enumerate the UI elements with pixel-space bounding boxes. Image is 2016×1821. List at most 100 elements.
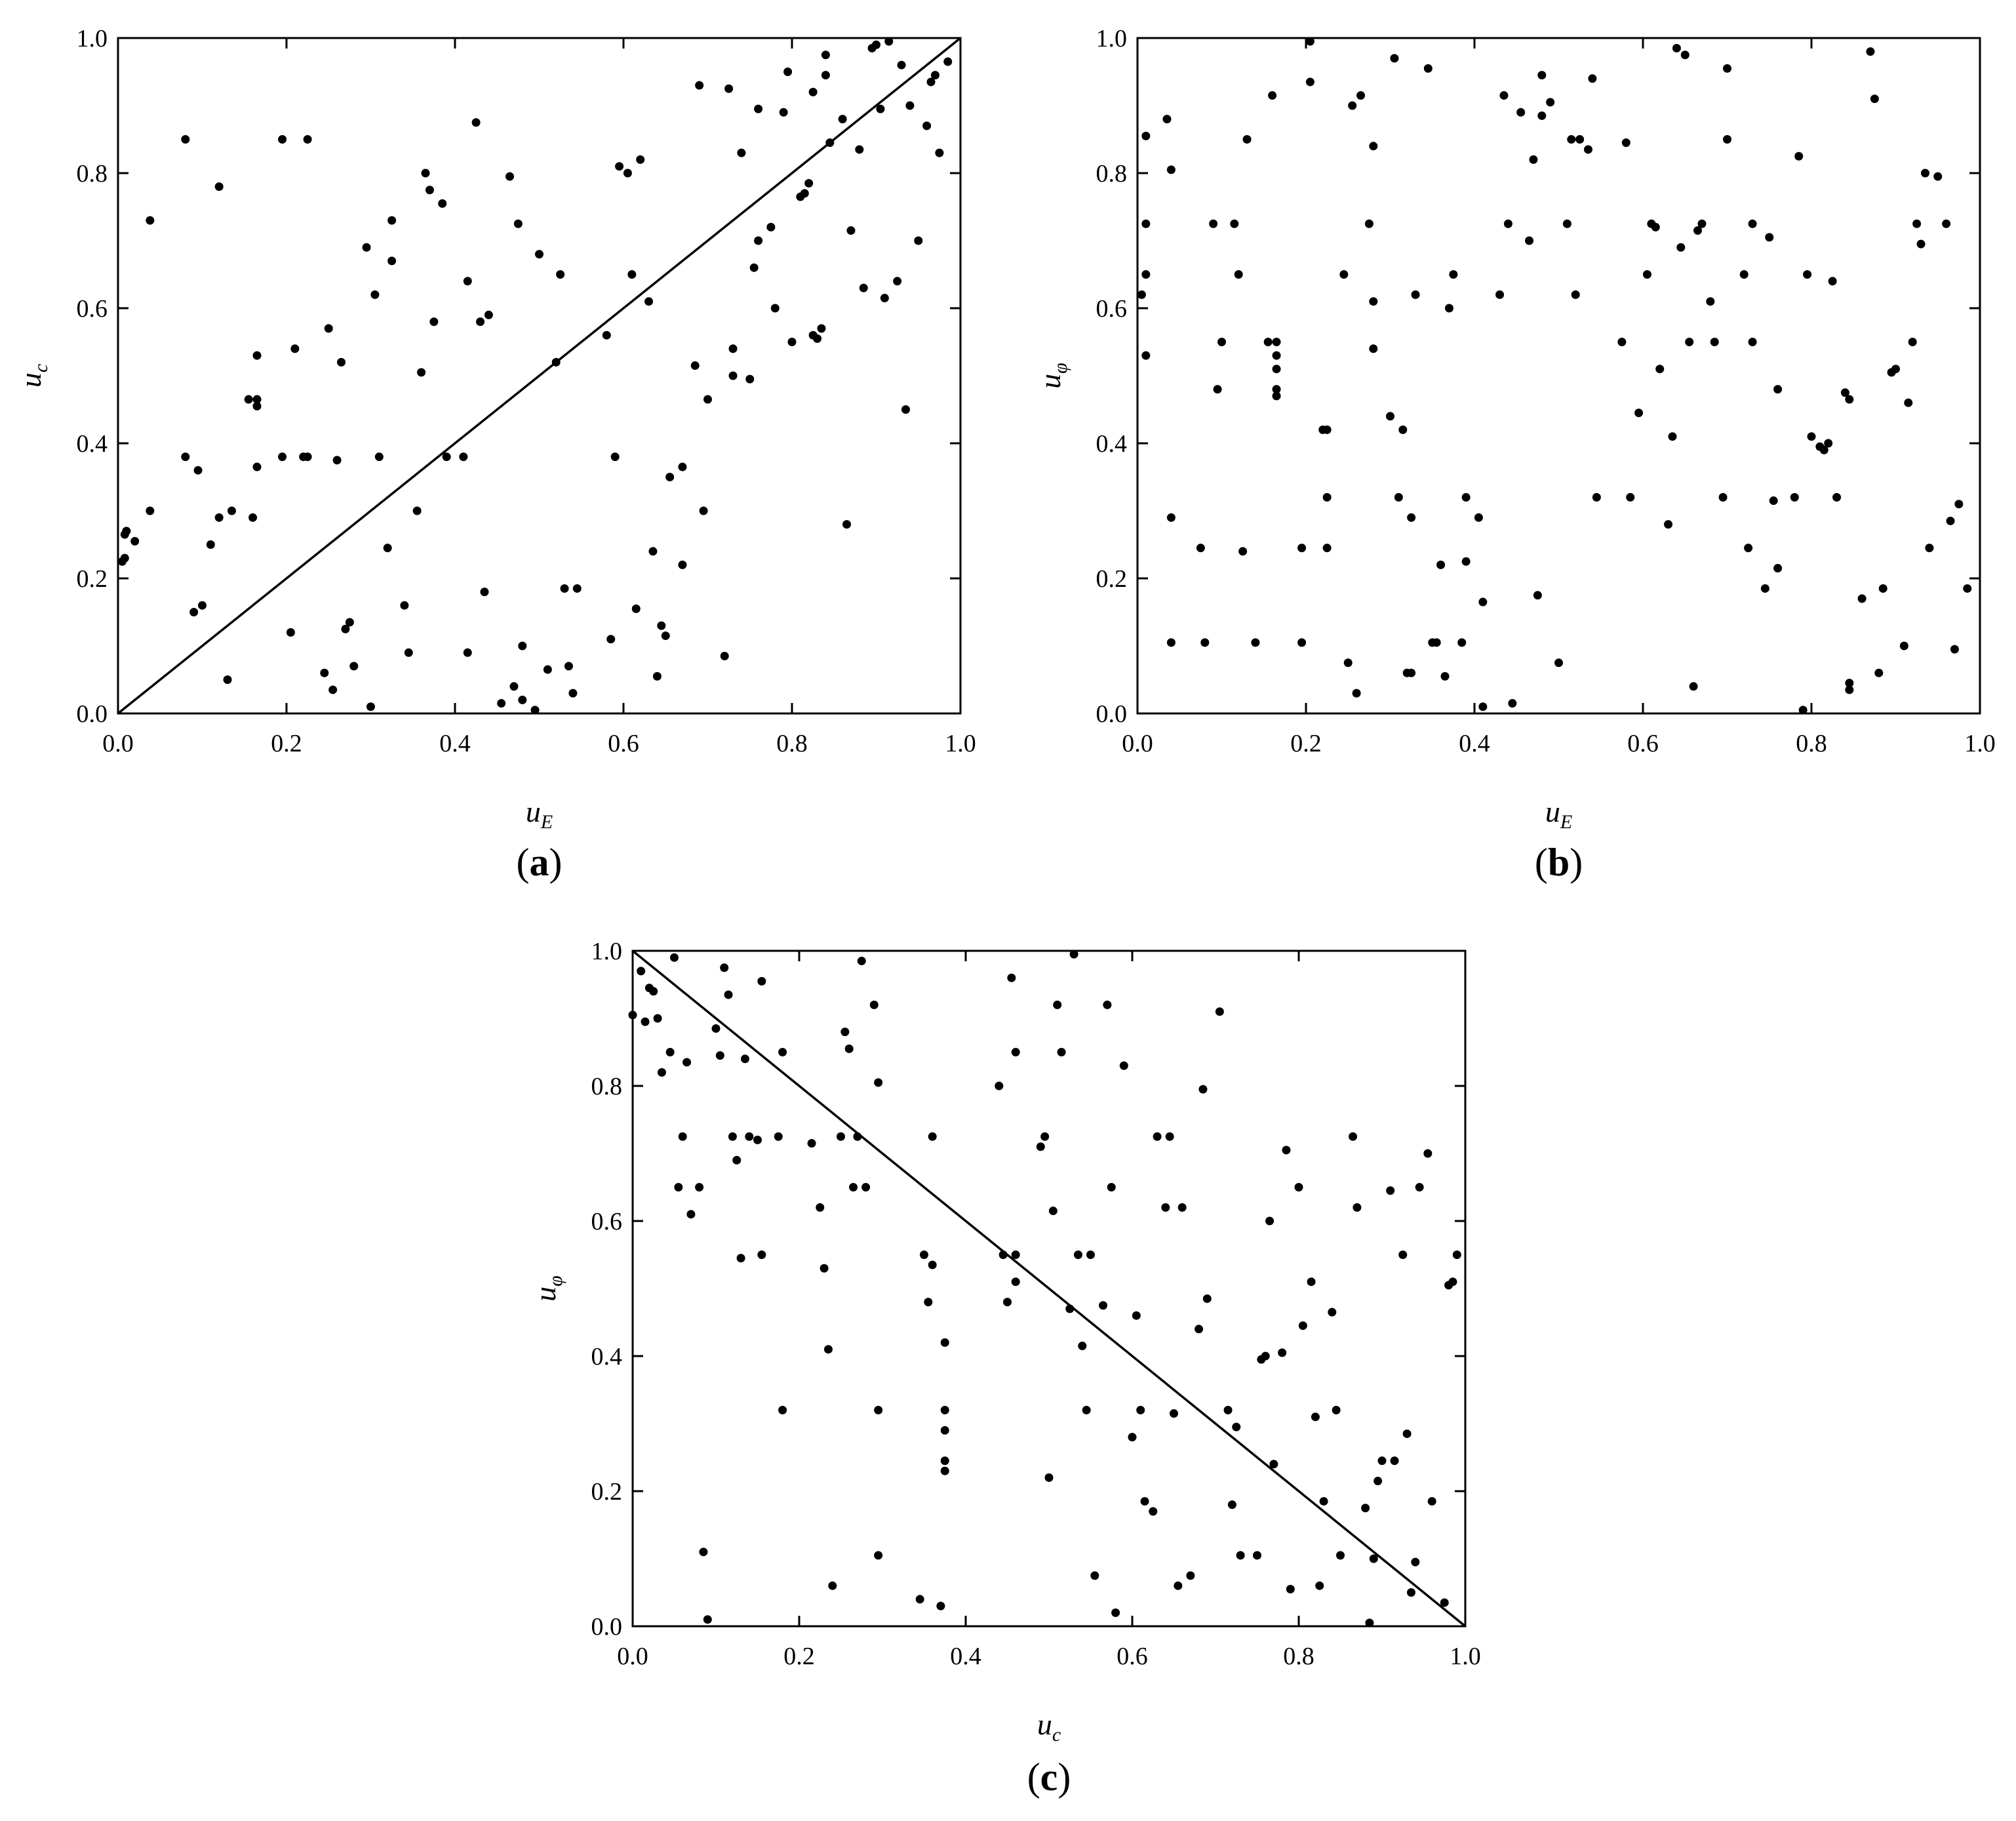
scatter-point (678, 1132, 687, 1141)
scatter-point (1307, 1277, 1316, 1287)
scatter-point (345, 618, 354, 627)
scatter-point (703, 1615, 712, 1624)
scatter-point (551, 357, 561, 367)
scatter-point (1040, 1132, 1050, 1141)
scatter-point (362, 243, 371, 252)
scatter-point (1769, 496, 1778, 506)
scatter-point (690, 361, 700, 370)
scatter-point (1365, 1618, 1374, 1628)
scatter-point (1377, 1456, 1387, 1466)
y-axis-label-sub: φ (1050, 363, 1071, 374)
scatter-point (657, 621, 666, 630)
x-tick-label: 0.4 (439, 730, 471, 757)
scatter-point (1642, 270, 1651, 279)
x-axis-label-sub: E (540, 811, 553, 833)
scatter-point (649, 987, 658, 996)
scatter-point (1942, 219, 1951, 228)
scatter-point (1386, 412, 1394, 421)
y-tick-label: 1.0 (1096, 25, 1128, 52)
scatter-point (1149, 1507, 1158, 1516)
panel-letter: a (530, 841, 549, 884)
x-tick-label: 1.0 (1964, 730, 1996, 757)
scatter-point (341, 624, 350, 633)
scatter-point (471, 118, 481, 127)
scatter-point (1069, 950, 1078, 959)
scatter-point (715, 1051, 724, 1060)
scatter-point (924, 1298, 933, 1307)
scatter-point (1332, 1405, 1341, 1414)
panel-label: (b) (1535, 841, 1583, 884)
panel-letter: b (1548, 841, 1570, 884)
y-tick-label: 1.0 (77, 25, 108, 52)
scatter-point (808, 87, 818, 96)
scatter-point (872, 40, 880, 49)
scatter-point (1533, 591, 1542, 600)
scatter-point (189, 608, 199, 616)
x-tick-label: 0.8 (1796, 730, 1827, 757)
scatter-point (1390, 54, 1399, 63)
scatter-point (146, 216, 155, 225)
scatter-point (1617, 338, 1627, 346)
scatter-point (122, 527, 131, 536)
scatter-point (1495, 290, 1505, 299)
scatter-point (1227, 1500, 1236, 1510)
scatter-point (1878, 584, 1888, 593)
scatter-point (497, 699, 506, 708)
scatter-point (286, 628, 295, 637)
scatter-point (699, 1548, 708, 1557)
scatter-point (940, 1426, 949, 1435)
scatter-point (1263, 338, 1273, 346)
scatter-point (674, 1183, 683, 1191)
scatter-point (252, 351, 262, 360)
scatter-point (728, 371, 738, 380)
scatter-point (615, 162, 624, 171)
scatter-point (1664, 520, 1673, 529)
scatter-point (940, 1338, 949, 1347)
scatter-point (1440, 671, 1450, 681)
scatter-point (1044, 1473, 1054, 1482)
scatter-point (1278, 1348, 1287, 1357)
scatter-point (1398, 425, 1408, 434)
scatter-point (627, 270, 637, 279)
scatter-point (1423, 64, 1433, 73)
scatter-point (1099, 1301, 1108, 1310)
x-tick-label: 0.0 (102, 730, 134, 757)
scatter-point (1773, 564, 1783, 573)
scatter-point (1272, 385, 1281, 394)
scatter-point (1269, 1460, 1278, 1469)
scatter-point (1369, 344, 1378, 353)
plot-frame (117, 37, 962, 715)
panel-b-scatter-plot: 0.0 0.2 0.4 0.6 0.8 1.00.00.20.40.60.81.0uEuφ… (1033, 25, 1996, 884)
scatter-point (543, 665, 552, 674)
scatter-point (1710, 338, 1719, 346)
scatter-point (1170, 1409, 1178, 1418)
scatter-point (732, 1155, 741, 1165)
scatter-point (905, 101, 915, 110)
scatter-point (1571, 290, 1580, 299)
y-tick-label: 0.2 (591, 1478, 623, 1506)
scatter-point (412, 506, 422, 515)
scatter-point (1634, 409, 1644, 418)
scatter-point (778, 1405, 787, 1414)
scatter-point (1449, 270, 1458, 279)
scatter-point (1950, 645, 1959, 654)
scatter-point (530, 706, 540, 715)
scatter-point (1217, 338, 1226, 346)
scatter-point (837, 1132, 845, 1141)
scatter-point (560, 584, 569, 593)
scatter-point (855, 145, 864, 154)
scatter-point (1186, 1571, 1195, 1580)
scatter-point (753, 1135, 762, 1144)
scatter-point (1845, 685, 1854, 694)
scatter-point (1525, 236, 1534, 245)
scatter-point (1251, 638, 1260, 647)
scatter-point (1195, 1325, 1204, 1334)
scatter-point (278, 452, 287, 462)
scatter-point (1537, 71, 1547, 80)
scatter-point (820, 1264, 829, 1273)
scatter-point (1478, 597, 1488, 607)
scatter-point (1305, 77, 1314, 87)
scatter-point (214, 513, 224, 522)
scatter-point (610, 452, 620, 462)
scatter-point (1908, 338, 1917, 346)
